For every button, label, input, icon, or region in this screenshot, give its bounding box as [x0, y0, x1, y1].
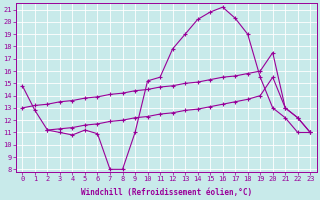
X-axis label: Windchill (Refroidissement éolien,°C): Windchill (Refroidissement éolien,°C)	[81, 188, 252, 197]
